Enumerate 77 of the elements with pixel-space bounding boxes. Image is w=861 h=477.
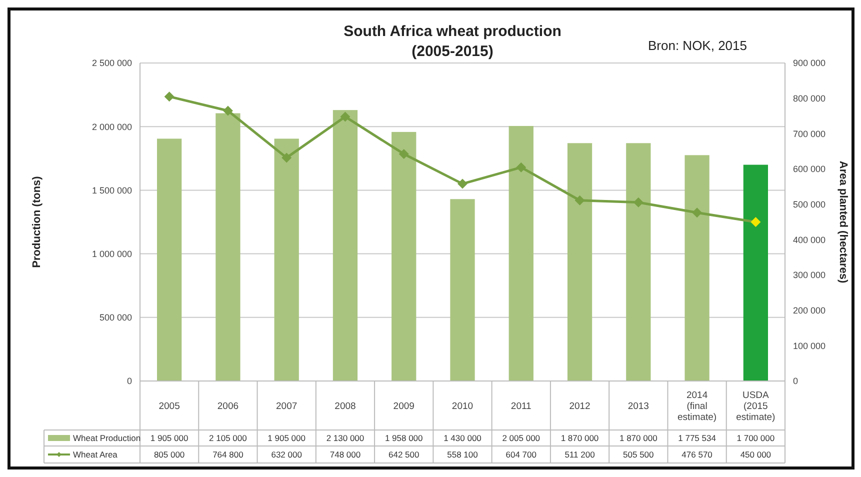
bar	[508, 126, 534, 381]
data-label: 1 958 000	[384, 432, 424, 443]
data-label: 748 000	[330, 449, 361, 460]
bar	[567, 143, 592, 381]
data-label: 632 000	[271, 449, 302, 460]
y2-tick-label: 500 000	[793, 199, 826, 210]
y-tick-label: 500 000	[99, 312, 132, 323]
y-tick-label: 2 500 000	[92, 58, 132, 68]
chart-title: South Africa wheat production (2005-2015)	[344, 23, 562, 60]
data-label: 1 870 000	[619, 432, 658, 443]
y-tick-label: 0	[126, 376, 132, 386]
point	[222, 106, 233, 116]
bar	[626, 143, 651, 381]
x-tick-label: 2011	[510, 400, 532, 412]
bar	[684, 155, 710, 381]
y2-tick-label: 200 000	[793, 305, 826, 316]
point	[574, 195, 585, 206]
data-label: 2 130 000	[326, 432, 364, 443]
x-tick-label: USDA (2015 estimate)	[736, 390, 776, 423]
data-label: 1 905 000	[150, 432, 188, 443]
text: Bron: NOK, 2015	[648, 38, 747, 53]
data-label: 1 700 000	[736, 432, 775, 443]
y2-tick-label: 900 000	[793, 58, 826, 68]
y2-tick-label: 400 000	[793, 234, 826, 245]
point	[398, 148, 409, 159]
y-tick-label: 1 000 000	[92, 248, 132, 259]
y-tick-label: 1 500 000	[92, 185, 132, 196]
point	[516, 162, 526, 172]
point	[282, 152, 292, 163]
x-tick-label: 2007	[276, 400, 298, 412]
point	[458, 178, 468, 189]
legend-label: Wheat Production	[73, 432, 141, 443]
x-tick-label: 2010	[452, 400, 474, 412]
x-tick-label: 2006	[217, 400, 239, 412]
data-label: 1 775 534	[678, 432, 716, 443]
point	[750, 217, 761, 227]
legend-label: Wheat Area	[73, 449, 118, 460]
data-label: 1 430 000	[444, 432, 482, 443]
x-tick-label: 2005	[158, 400, 180, 412]
data-label: 764 800	[212, 449, 244, 460]
point	[692, 208, 702, 218]
data-label: 805 000	[154, 449, 185, 460]
data-label: 2 005 000	[502, 432, 540, 443]
data-label: 1 870 000	[560, 432, 599, 443]
bar	[743, 164, 768, 381]
data-label: 476 570	[682, 449, 713, 460]
bar	[274, 138, 299, 381]
bar	[157, 138, 182, 381]
data-label: 511 200	[564, 449, 596, 460]
bar	[450, 199, 475, 381]
data-label: 2 105 000	[209, 432, 248, 443]
point	[633, 197, 644, 208]
point	[340, 112, 350, 122]
x-tick-label: 2012	[569, 400, 590, 412]
y-tick-label: 2 000 000	[92, 122, 132, 132]
y2-tick-label: 700 000	[793, 128, 826, 139]
bar	[392, 132, 416, 381]
y2-axis-title: Area planted (hectares)	[837, 160, 849, 284]
data-label: 604 700	[506, 449, 537, 460]
data-label: 642 500	[388, 449, 420, 460]
bar	[216, 113, 240, 381]
x-tick-label: 2014 (final estimate)	[678, 390, 717, 423]
x-tick-label: 2008	[334, 400, 356, 412]
y2-tick-label: 0	[793, 376, 798, 386]
y2-tick-label: 100 000	[793, 340, 826, 351]
data-label: 558 100	[447, 449, 478, 460]
x-tick-label: 2013	[628, 400, 649, 412]
y2-tick-label: 300 000	[793, 270, 826, 280]
data-label: 505 500	[623, 449, 654, 460]
y-axis-title: Production (tons)	[31, 176, 43, 268]
x-tick-label: 2009	[393, 400, 414, 412]
bar	[332, 110, 358, 381]
data-label: 450 000	[740, 449, 772, 460]
y2-tick-label: 800 000	[793, 93, 826, 104]
data-label: 1 905 000	[268, 432, 306, 443]
point	[164, 92, 174, 102]
y2-tick-label: 600 000	[793, 164, 826, 174]
